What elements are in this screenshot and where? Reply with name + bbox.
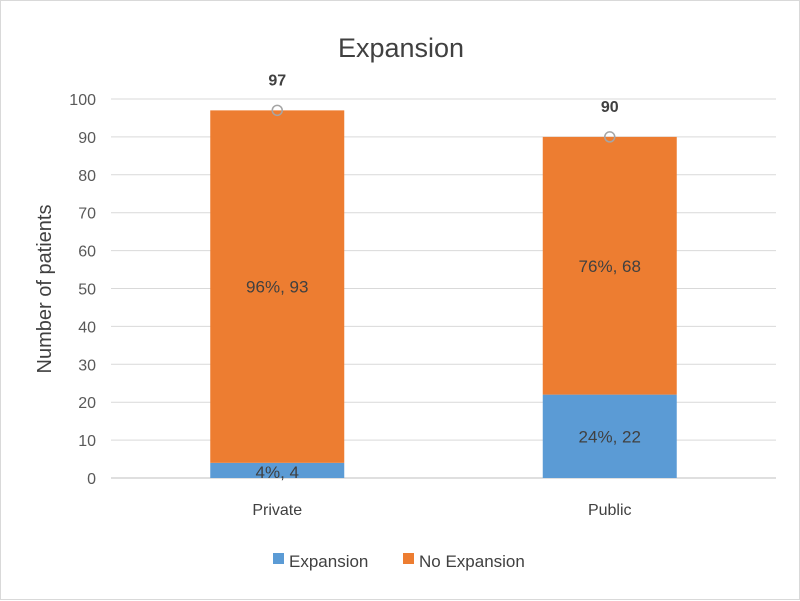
x-axis-categories: Private Public [252, 502, 631, 519]
legend-label: Expansion [289, 552, 368, 571]
legend-label: No Expansion [419, 552, 525, 571]
total-marker [271, 104, 283, 117]
total-marker [604, 131, 616, 143]
legend-swatch [273, 553, 284, 564]
y-tick-label: 0 [87, 471, 96, 488]
chart-title: Expansion [338, 33, 464, 63]
y-axis-label: Number of patients [34, 205, 56, 374]
y-tick-label: 20 [78, 395, 96, 412]
y-tick-label: 30 [78, 357, 96, 374]
total-label: 97 [268, 72, 286, 89]
bar-segment [542, 394, 677, 478]
y-tick-label: 100 [69, 92, 96, 109]
bar-segment [542, 136, 677, 395]
y-tick-label: 80 [78, 168, 96, 185]
bars [210, 110, 677, 478]
data-label: 4%, 4 [256, 463, 299, 482]
y-tick-label: 50 [78, 282, 96, 299]
total-label: 90 [601, 99, 619, 116]
bar-segment [210, 110, 345, 463]
data-label: 96%, 93 [246, 278, 308, 297]
y-tick-label: 40 [78, 319, 96, 336]
data-labels: 4%, 4 96%, 93 97 24%, 22 76%, 68 90 [246, 72, 641, 481]
y-tick-label: 70 [78, 206, 96, 223]
bar-segment [210, 462, 345, 478]
y-axis-ticks: 0 10 20 30 40 50 60 70 80 90 100 [69, 92, 96, 488]
y-tick-label: 90 [78, 130, 96, 147]
y-tick-label: 10 [78, 433, 96, 450]
legend-swatch [403, 553, 414, 564]
y-tick-label: 60 [78, 244, 96, 261]
category-label: Private [252, 502, 302, 519]
data-label: 76%, 68 [579, 257, 641, 276]
data-label: 24%, 22 [579, 427, 641, 446]
legend: Expansion No Expansion [273, 552, 525, 571]
category-label: Public [588, 502, 632, 519]
